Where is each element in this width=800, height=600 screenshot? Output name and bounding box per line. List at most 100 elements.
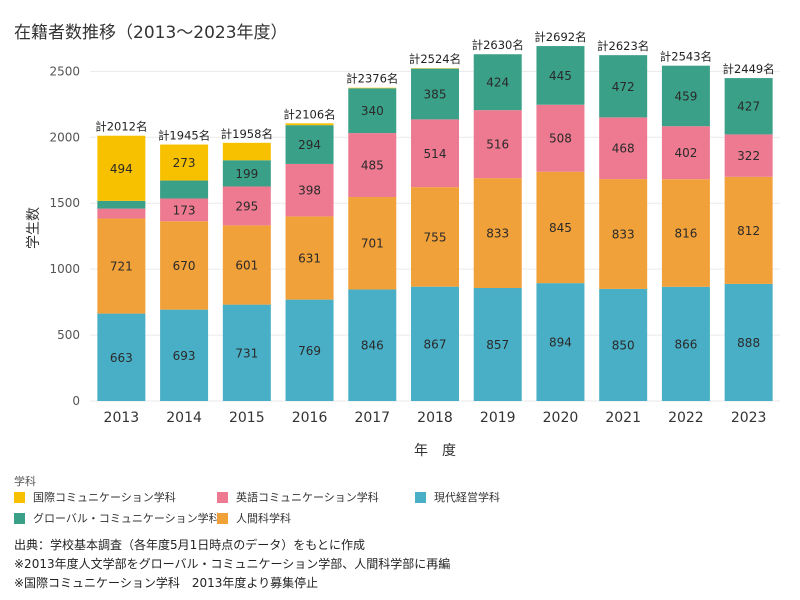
y-tick-label: 2500 bbox=[49, 64, 80, 78]
x-tick-label: 2021 bbox=[605, 410, 641, 426]
data-label: 670 bbox=[173, 259, 196, 273]
legend-label: 英語コミュニケーション学科 bbox=[236, 491, 379, 504]
data-label: 755 bbox=[424, 230, 447, 244]
total-label: 計2106名 bbox=[283, 107, 335, 121]
data-label: 322 bbox=[737, 149, 760, 163]
legend-label: 国際コミュニケーション学科 bbox=[33, 491, 176, 504]
legend-swatch bbox=[415, 491, 426, 503]
legend-item-eigo[interactable]: 英語コミュニケーション学科 bbox=[217, 489, 379, 505]
bar-segment bbox=[536, 104, 585, 172]
total-label: 計2692名 bbox=[534, 30, 586, 44]
bar-segment bbox=[536, 46, 585, 105]
data-label: 701 bbox=[361, 237, 384, 251]
data-label: 398 bbox=[298, 184, 321, 198]
x-tick-label: 2013 bbox=[104, 410, 140, 426]
total-label: 計2524名 bbox=[409, 52, 461, 66]
legend-item-ningen[interactable]: 人間科学科 bbox=[217, 510, 291, 526]
bar-segment bbox=[411, 119, 459, 188]
legend-title: 学科 bbox=[14, 475, 36, 488]
legend-label: 現代経営学科 bbox=[434, 491, 500, 504]
data-label: 427 bbox=[737, 100, 760, 114]
source-note: 出典：学校基本調査（各年度5月1日時点のデータ）をもとに作成 bbox=[14, 538, 366, 552]
bar-segment bbox=[661, 65, 710, 127]
bar-segment bbox=[222, 304, 271, 401]
bar-segment bbox=[160, 198, 209, 222]
total-label: 計2449名 bbox=[722, 62, 774, 76]
bar-segment bbox=[285, 216, 334, 300]
legend-swatch bbox=[14, 512, 25, 524]
bar-segment bbox=[724, 78, 773, 135]
bar-segment bbox=[348, 289, 397, 401]
bar-segment bbox=[473, 54, 522, 111]
bar-segment bbox=[222, 186, 271, 226]
data-label: 472 bbox=[612, 80, 635, 94]
bar-segment bbox=[97, 313, 146, 401]
data-label: 888 bbox=[737, 336, 760, 350]
y-axis-label: 学生数 bbox=[26, 207, 42, 249]
legend-item-gendai[interactable]: 現代経営学科 bbox=[415, 489, 500, 505]
chart-title: 在籍者数推移（2013〜2023年度） bbox=[14, 23, 288, 43]
data-label: 468 bbox=[612, 142, 635, 156]
data-label: 508 bbox=[549, 132, 572, 146]
footnote: ※2013年度人文学部をグローバル・コミュニケーション学部、人間科学部に再編 bbox=[14, 557, 451, 571]
bar-segment bbox=[599, 179, 648, 289]
x-tick-label: 2016 bbox=[292, 410, 328, 426]
total-label: 計2623名 bbox=[597, 39, 649, 53]
bar-segment bbox=[599, 117, 648, 180]
bar-segment bbox=[222, 142, 271, 161]
y-tick-label: 0 bbox=[72, 394, 80, 408]
total-label: 計1958名 bbox=[221, 127, 273, 141]
data-label: 424 bbox=[486, 76, 509, 90]
data-label: 601 bbox=[235, 258, 258, 272]
total-label: 計2543名 bbox=[660, 50, 712, 64]
data-label: 340 bbox=[361, 104, 384, 118]
data-label: 516 bbox=[486, 138, 509, 152]
data-label: 693 bbox=[173, 349, 196, 363]
data-label: 385 bbox=[424, 87, 447, 101]
bar-segment bbox=[599, 55, 648, 118]
legend-swatch bbox=[14, 491, 25, 503]
bar-segment bbox=[724, 283, 773, 401]
x-tick-label: 2018 bbox=[417, 410, 453, 426]
legend-label: グローバル・コミュニケーション学科 bbox=[33, 512, 220, 525]
data-label: 816 bbox=[674, 227, 697, 241]
bar-segment bbox=[473, 288, 522, 401]
data-label: 631 bbox=[298, 252, 321, 266]
bar-segment bbox=[97, 200, 146, 209]
bar-segment bbox=[599, 288, 648, 401]
y-tick-label: 1500 bbox=[49, 196, 80, 210]
data-label: 199 bbox=[235, 167, 258, 181]
bar-segment bbox=[473, 110, 522, 179]
bar-segment bbox=[160, 309, 209, 401]
bar-segment bbox=[661, 179, 710, 287]
bar-segment bbox=[724, 176, 773, 284]
x-tick-label: 2020 bbox=[543, 410, 579, 426]
bar-segment bbox=[222, 225, 271, 305]
legend-item-kokusai[interactable]: 国際コミュニケーション学科 bbox=[14, 489, 176, 505]
x-tick-label: 2019 bbox=[480, 410, 516, 426]
data-label: 485 bbox=[361, 159, 384, 173]
data-label: 857 bbox=[486, 338, 509, 352]
bar-segment bbox=[97, 208, 146, 219]
data-label: 731 bbox=[235, 346, 258, 360]
bar-segment bbox=[160, 144, 209, 181]
x-tick-label: 2017 bbox=[354, 410, 390, 426]
data-label: 812 bbox=[737, 224, 760, 238]
x-axis-label: 年 度 bbox=[414, 443, 456, 459]
data-label: 663 bbox=[110, 351, 133, 365]
total-label: 計1945名 bbox=[158, 129, 210, 143]
data-label: 845 bbox=[549, 221, 572, 235]
x-tick-label: 2015 bbox=[229, 410, 265, 426]
legend-label: 人間科学科 bbox=[236, 512, 291, 525]
data-label: 445 bbox=[549, 69, 572, 83]
total-label: 計2376名 bbox=[346, 72, 398, 86]
bar-segment bbox=[724, 134, 773, 177]
bar-segment bbox=[160, 180, 209, 199]
legend-item-global[interactable]: グローバル・コミュニケーション学科 bbox=[14, 510, 220, 526]
data-label: 459 bbox=[674, 89, 697, 103]
data-label: 514 bbox=[424, 147, 447, 161]
data-label: 833 bbox=[486, 227, 509, 241]
data-label: 894 bbox=[549, 336, 572, 350]
total-label: 計2012名 bbox=[95, 120, 147, 134]
